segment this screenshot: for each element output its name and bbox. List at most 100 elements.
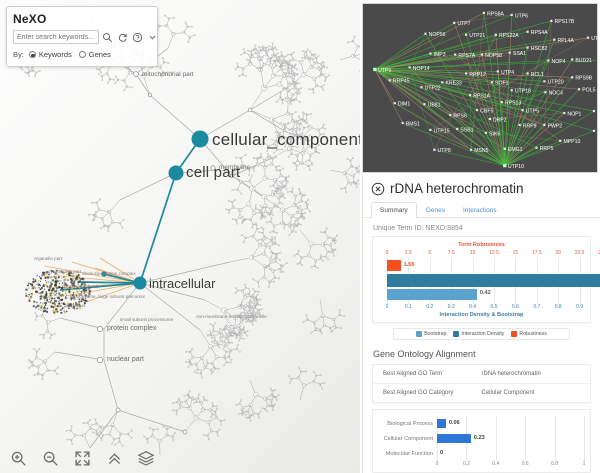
axis-tick: 0 <box>385 250 389 256</box>
go-alignment-chart: Biological Process 0.06 Cellular Component… <box>373 410 590 472</box>
node-label-intracellular: intracellular <box>149 276 216 291</box>
node-label-ribosomal-subunit: ribosomal subunit <box>62 284 99 289</box>
gene-node <box>429 128 432 132</box>
gene-node <box>503 163 507 168</box>
chevron-down-icon[interactable] <box>146 31 159 44</box>
legend-swatch-robustness <box>511 331 518 337</box>
gene-node <box>388 79 391 82</box>
gene-label: RPS22A <box>499 33 519 39</box>
axis-tick: 0.6 <box>511 304 519 310</box>
gene-label: KRE33 <box>445 81 461 87</box>
go-category-key: Best Aligned GO Category <box>383 390 454 396</box>
tab-genes[interactable]: Genes <box>425 207 445 214</box>
radio-genes[interactable]: Genes <box>78 50 111 59</box>
go-bar <box>437 434 471 443</box>
gene-label: UTP10 <box>508 164 524 170</box>
gene-node <box>449 113 452 117</box>
gridline <box>554 446 556 461</box>
node-label-mitochondrial-part: mitochondrial part <box>142 71 194 78</box>
gridline <box>525 416 527 431</box>
gene-label: RPL4A <box>558 38 575 44</box>
radio-keywords[interactable]: Keywords <box>28 50 72 59</box>
term-detail-panel[interactable]: rDNA heterochromatin Summary Genes Inter… <box>362 174 600 473</box>
page-title: rDNA heterochromatin <box>390 181 524 196</box>
gene-label: NOP14 <box>413 66 430 72</box>
gene-node <box>465 33 468 36</box>
node-label-non-membrane-bounded-organelle: non-membrane-bounded organelle <box>196 314 267 319</box>
axis-tick: 0 <box>435 461 439 467</box>
gridline <box>584 416 585 431</box>
zoom-in-icon[interactable] <box>8 448 28 468</box>
go-bar-value: 0 <box>440 450 444 456</box>
tree-toolbar[interactable] <box>0 443 360 473</box>
gene-label: RPS1A <box>473 94 490 100</box>
gene-node <box>586 36 590 39</box>
gene-label: BUD21 <box>575 58 592 64</box>
go-chart-axis: 0 0.2 0.4 0.6 0.8 1 <box>435 461 586 469</box>
axis-tick: 1 <box>582 461 586 467</box>
go-chart-rows: Biological Process 0.06 Cellular Component… <box>379 416 585 461</box>
ontology-tree-graph[interactable] <box>0 0 360 473</box>
gridline <box>584 446 585 461</box>
node-label-cellular-component: cellular_component <box>212 130 360 149</box>
go-category-label: Cellular Component <box>383 435 433 442</box>
search-panel[interactable]: NeXO <box>6 6 158 67</box>
radio-genes-dot <box>78 51 86 58</box>
go-chart-row: Biological Process 0.06 <box>379 416 585 431</box>
gene-label: UTP18 <box>515 89 531 95</box>
gene-label: UTP20 <box>548 80 564 86</box>
gene-label: RPS7A <box>458 53 475 59</box>
collapse-icon[interactable] <box>104 448 124 468</box>
gene-node <box>496 70 499 73</box>
node-label-ribonucleoprotein-complex: ribonucleoprotein complex <box>82 271 136 276</box>
node-label-nuclear-part: nuclear part <box>107 356 144 363</box>
app-title: NeXO <box>13 12 47 26</box>
axis-tick: 22.5 <box>574 250 585 256</box>
search-icon[interactable] <box>101 31 114 44</box>
top-axis-ticks: 0 2.5 5 7.5 10 12.5 15 17.5 20 22.5 25 <box>379 250 600 257</box>
legend-label-bootstrap: Bootstrap <box>424 331 447 337</box>
fit-screen-icon[interactable] <box>72 448 92 468</box>
gene-label: PWP2 <box>548 123 563 129</box>
gridline <box>495 416 497 431</box>
axis-tick: 0.6 <box>521 461 529 467</box>
detail-tabs[interactable]: Summary Genes Interactions <box>363 199 600 218</box>
node-label-cell-part: cell part <box>186 164 241 181</box>
legend-item-interaction-density: Interaction Density <box>453 331 504 337</box>
gene-node <box>484 131 488 134</box>
gene-node <box>475 108 479 112</box>
gene-label: RRP45 <box>393 79 410 85</box>
gene-node <box>521 108 524 112</box>
gene-node <box>488 117 491 121</box>
gene-node <box>420 86 423 89</box>
gene-node <box>526 72 529 75</box>
gene-node <box>526 30 529 33</box>
gene-node <box>535 146 538 149</box>
help-icon[interactable] <box>131 31 144 44</box>
gene-label: SSA1 <box>513 51 526 57</box>
axis-tick: 17.5 <box>531 250 542 256</box>
search-filter-row[interactable]: By: Keywords Genes <box>13 50 151 59</box>
gene-label: SSB1 <box>460 127 473 133</box>
gene-label: EMG1 <box>508 147 523 153</box>
gene-node <box>544 91 547 94</box>
ontology-tree-view[interactable]: cellular_component cell part intracellul… <box>0 0 360 473</box>
search-row[interactable] <box>13 30 156 44</box>
refresh-icon[interactable] <box>116 31 129 44</box>
close-circle-icon[interactable] <box>371 182 385 196</box>
legend-label-robustness: Robustness <box>519 331 547 337</box>
gene-node <box>490 81 493 84</box>
gene-label: UTP21 <box>469 33 485 39</box>
gene-label: RPS9B <box>575 76 592 82</box>
gridline <box>554 416 556 431</box>
tab-summary[interactable]: Summary <box>371 202 417 218</box>
layers-icon[interactable] <box>136 448 156 468</box>
chart-bottom-axis-title: Interaction Density & Bootstrap <box>439 312 524 318</box>
gene-label: DBP2 <box>493 117 507 123</box>
zoom-out-icon[interactable] <box>40 448 60 468</box>
tab-interactions[interactable]: Interactions <box>462 207 497 214</box>
search-input[interactable] <box>13 30 99 44</box>
gene-network-view[interactable]: UTP9 RPS8A UTP6 UTP7 RPS17B NOP56 UTP21 RPS22A R… <box>362 3 598 173</box>
gene-node <box>408 66 411 69</box>
gene-network-graph[interactable]: UTP9 RPS8A UTP6 UTP7 RPS17B NOP56 UTP21 RPS22A R… <box>363 4 597 173</box>
